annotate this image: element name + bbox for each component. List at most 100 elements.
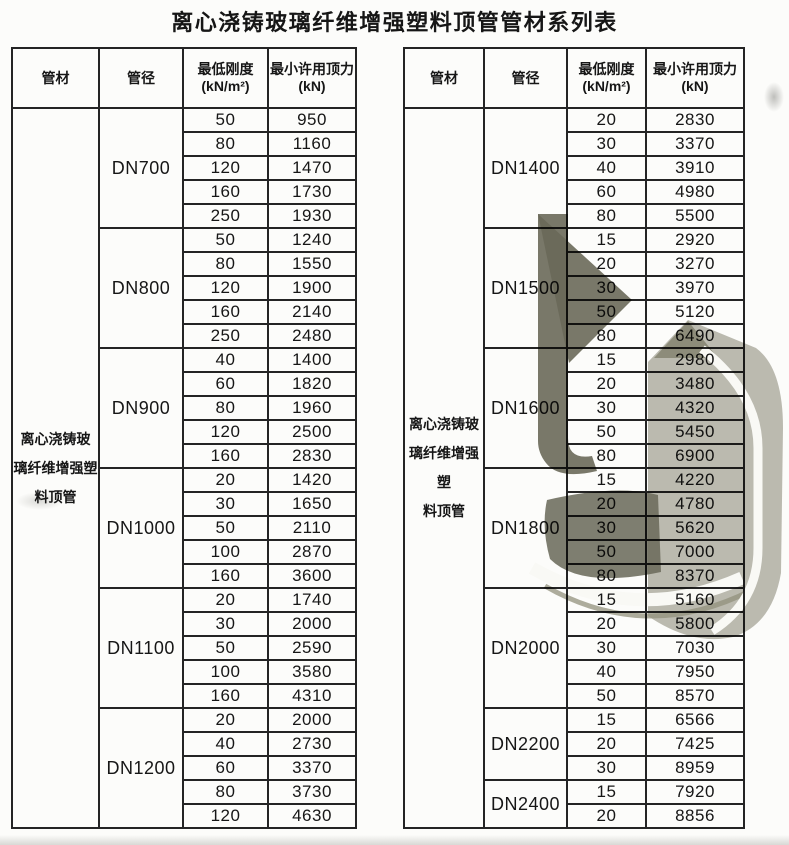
cell-min-jacking-force: 1900 [267, 275, 357, 301]
cell-min-jacking-force: 3580 [267, 659, 357, 685]
cell-min-jacking-force: 3480 [645, 371, 745, 397]
pipe-table-left-body: 管材 管径 最低刚度 (kN/m²) 最小许用顶力 (kN) 离心浇铸玻 璃纤维增强塑 … [11, 47, 357, 829]
cell-min-jacking-force: 3600 [267, 563, 357, 589]
cell-pipe-diameter: DN2200 [483, 707, 568, 781]
cell-min-jacking-force: 2830 [267, 443, 357, 469]
table-row: 30 3370 [404, 131, 745, 157]
cell-min-jacking-force: 1820 [267, 371, 357, 397]
cell-pipe-diameter: DN1500 [483, 227, 568, 349]
table-row: 120 4630 [12, 803, 357, 829]
table-row: 30 2000 [12, 611, 357, 637]
cell-min-jacking-force: 4630 [267, 803, 357, 829]
cell-min-jacking-force: 950 [267, 107, 357, 133]
cell-min-stiffness: 160 [182, 299, 269, 325]
cell-min-jacking-force: 4310 [267, 683, 357, 709]
cell-min-stiffness: 30 [566, 755, 647, 781]
col-header-diameter: 管径 [483, 47, 568, 109]
cell-min-stiffness: 100 [182, 659, 269, 685]
cell-pipe-diameter: DN700 [98, 107, 184, 229]
cell-min-jacking-force: 1740 [267, 587, 357, 613]
cell-min-stiffness: 160 [182, 443, 269, 469]
table-row: 30 1650 [12, 491, 357, 517]
cell-min-stiffness: 20 [182, 707, 269, 733]
cell-min-stiffness: 80 [566, 203, 647, 229]
cell-min-jacking-force: 2730 [267, 731, 357, 757]
cell-min-stiffness: 15 [566, 779, 647, 805]
table-row: DN800 50 1240 [12, 227, 357, 349]
cell-min-stiffness: 40 [182, 347, 269, 373]
cell-min-stiffness: 80 [566, 443, 647, 469]
cell-min-jacking-force: 3970 [645, 275, 745, 301]
table-row: 80 1550 [12, 251, 357, 277]
cell-min-jacking-force: 3910 [645, 155, 745, 181]
cell-pipe-diameter: DN2000 [483, 587, 568, 709]
cell-min-jacking-force: 4220 [645, 467, 745, 493]
cell-min-jacking-force: 1930 [267, 203, 357, 229]
cell-pipe-diameter: DN900 [98, 347, 184, 469]
cell-min-stiffness: 20 [566, 371, 647, 397]
cell-min-jacking-force: 4320 [645, 395, 745, 421]
cell-min-jacking-force: 6490 [645, 323, 745, 349]
cell-min-jacking-force: 2000 [267, 707, 357, 733]
table-row: DN1100 20 1740 [12, 587, 357, 709]
cell-min-jacking-force: 2980 [645, 347, 745, 373]
cell-min-jacking-force: 5160 [645, 587, 745, 613]
cell-pipe-diameter: DN2400 [483, 779, 568, 829]
cell-min-stiffness: 15 [566, 347, 647, 373]
cell-min-jacking-force: 1160 [267, 131, 357, 157]
table-row: 60 1820 [12, 371, 357, 397]
table-row: 60 3370 [12, 755, 357, 781]
cell-min-jacking-force: 5800 [645, 611, 745, 637]
table-row: 40 3910 [404, 155, 745, 181]
cell-min-stiffness: 20 [182, 467, 269, 493]
table-row: 60 4980 [404, 179, 745, 205]
table-row: DN2200 15 6566 [404, 707, 745, 781]
table-row: 160 2140 [12, 299, 357, 325]
cell-min-stiffness: 120 [182, 803, 269, 829]
cell-min-jacking-force: 7920 [645, 779, 745, 805]
table-row: 120 1470 [12, 155, 357, 181]
cell-pipe-diameter: DN1100 [98, 587, 184, 709]
cell-min-jacking-force: 8959 [645, 755, 745, 781]
cell-min-jacking-force: 1650 [267, 491, 357, 517]
cell-min-jacking-force: 8570 [645, 683, 745, 709]
cell-pipe-diameter: DN800 [98, 227, 184, 349]
cell-min-jacking-force: 1960 [267, 395, 357, 421]
table-row: 40 2730 [12, 731, 357, 757]
table-row: 50 8570 [404, 683, 745, 709]
cell-min-stiffness: 20 [566, 491, 647, 517]
cell-pipe-material: 离心浇铸玻 璃纤维增强塑 料顶管 [11, 107, 100, 829]
cell-min-jacking-force: 5450 [645, 419, 745, 445]
cell-min-stiffness: 50 [566, 539, 647, 565]
cell-min-jacking-force: 8370 [645, 563, 745, 589]
cell-min-jacking-force: 5120 [645, 299, 745, 325]
cell-min-jacking-force: 1730 [267, 179, 357, 205]
cell-min-stiffness: 50 [182, 227, 269, 253]
table-row: 80 1160 [12, 131, 357, 157]
scan-smudge [764, 82, 784, 112]
cell-min-stiffness: 30 [566, 635, 647, 661]
cell-min-stiffness: 250 [182, 323, 269, 349]
table-row: 160 4310 [12, 683, 357, 709]
pipe-table-left: 管材 管径 最低刚度 (kN/m²) 最小许用顶力 (kN) 离心浇铸玻 璃纤维增强塑 … [11, 47, 357, 829]
cell-min-stiffness: 50 [566, 419, 647, 445]
cell-min-stiffness: 15 [566, 227, 647, 253]
cell-min-stiffness: 60 [566, 179, 647, 205]
table-row: DN2400 15 7920 [404, 779, 745, 829]
table-row: 160 1730 [12, 179, 357, 205]
cell-min-jacking-force: 7950 [645, 659, 745, 685]
cell-min-stiffness: 120 [182, 419, 269, 445]
col-header-material: 管材 [403, 47, 485, 109]
cell-min-stiffness: 50 [182, 515, 269, 541]
cell-min-stiffness: 20 [182, 587, 269, 613]
cell-min-jacking-force: 2920 [645, 227, 745, 253]
cell-min-stiffness: 60 [182, 371, 269, 397]
cell-min-stiffness: 80 [182, 131, 269, 157]
cell-min-stiffness: 60 [182, 755, 269, 781]
cell-min-jacking-force: 8856 [645, 803, 745, 829]
col-header-min-stiffness: 最低刚度 (kN/m²) [566, 47, 647, 109]
cell-min-jacking-force: 7030 [645, 635, 745, 661]
table-row: 160 3600 [12, 563, 357, 589]
cell-pipe-material: 离心浇铸玻 璃纤维增强塑 料顶管 [403, 107, 485, 829]
